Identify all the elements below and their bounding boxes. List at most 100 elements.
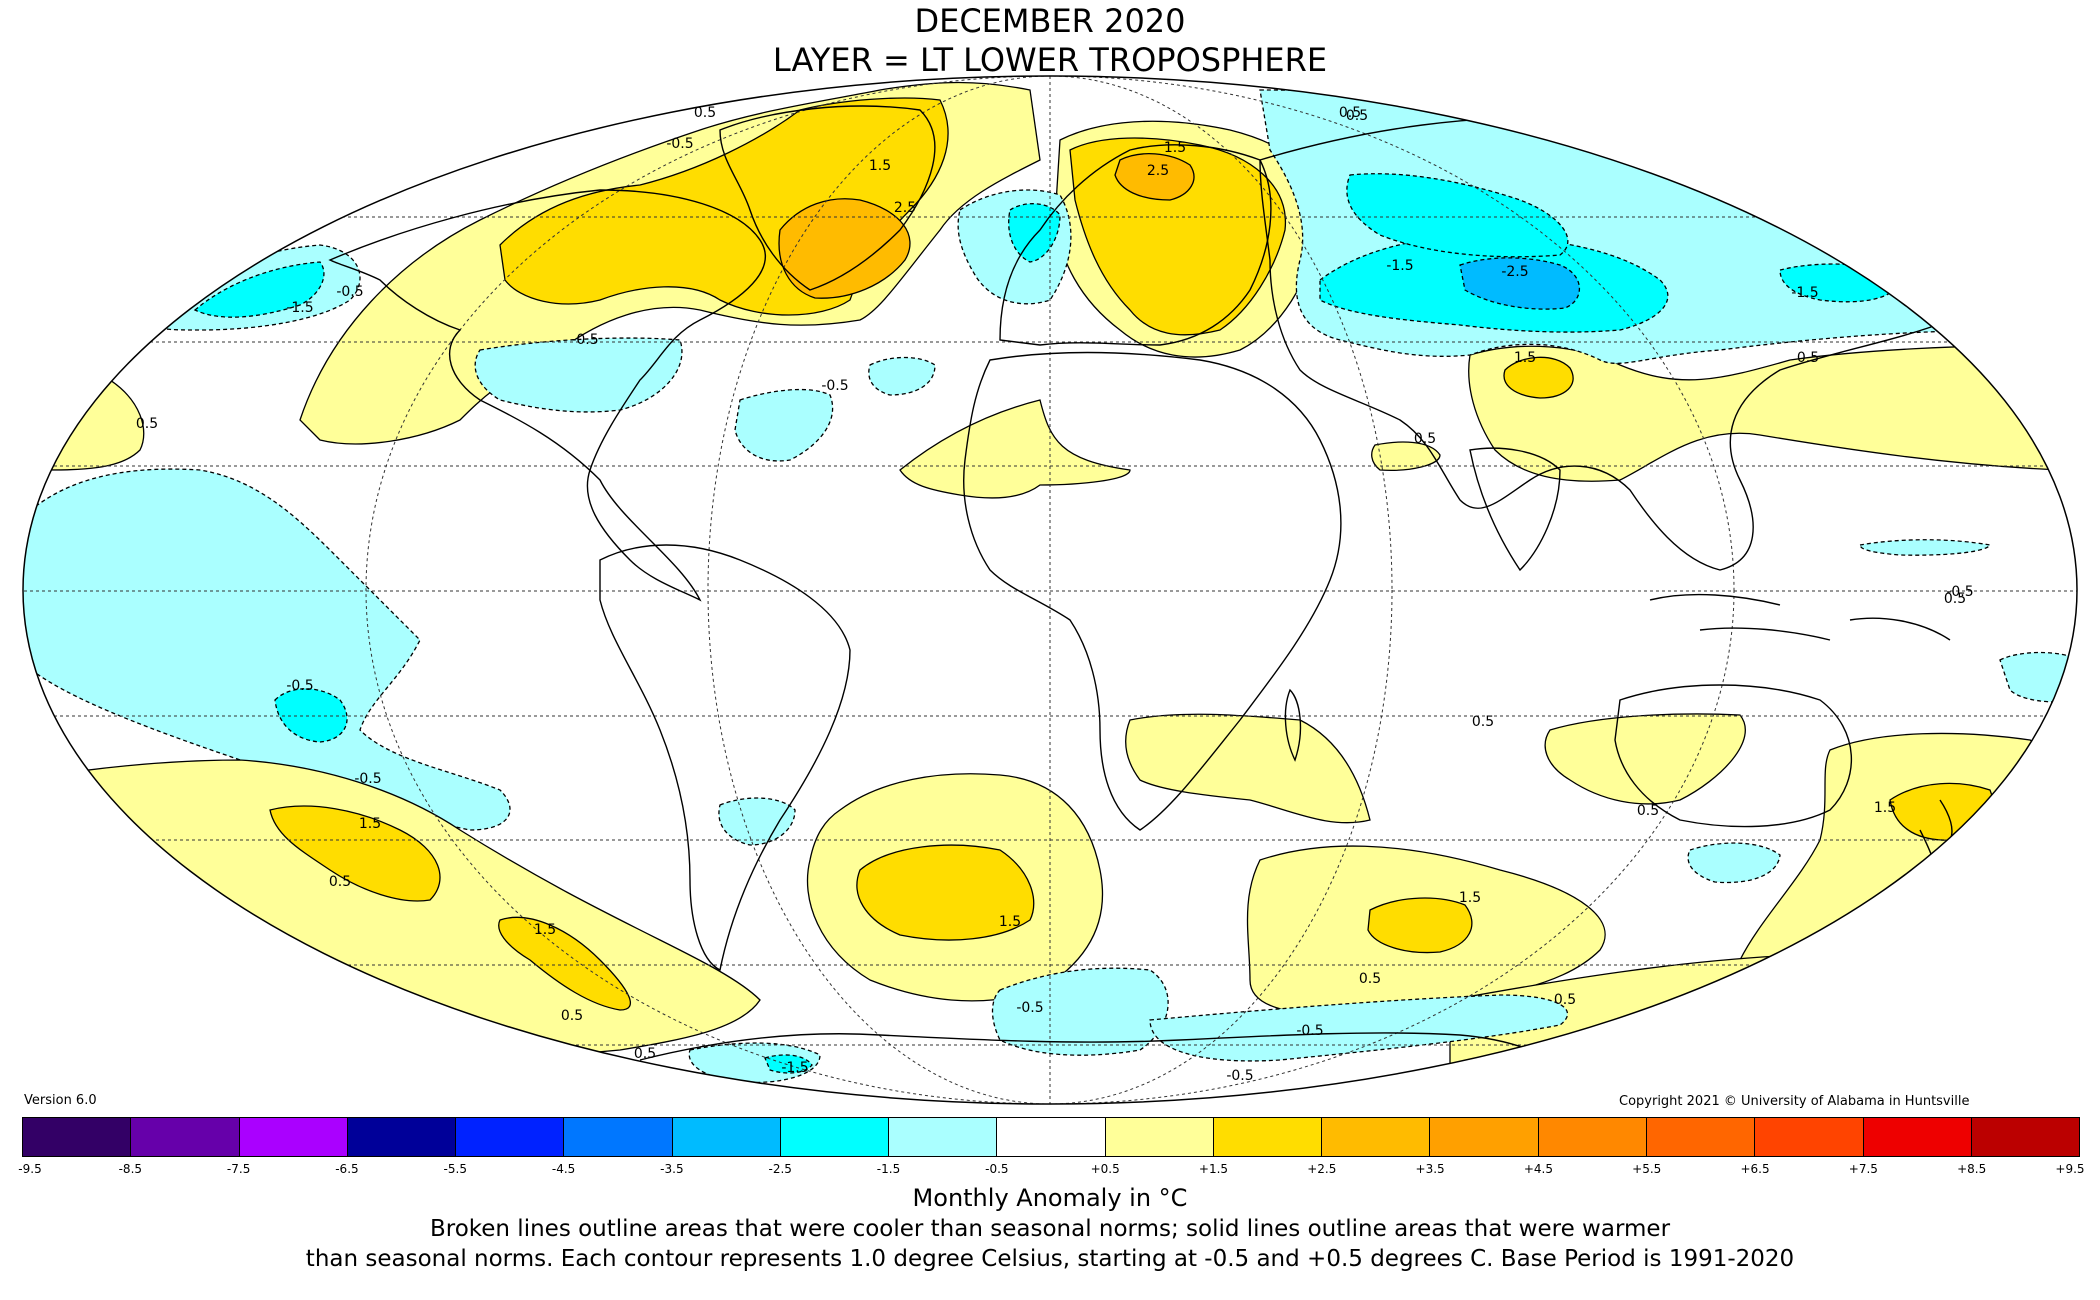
colorbar-tick-label: -0.5 xyxy=(985,1162,1009,1176)
australia-outline xyxy=(1614,684,1852,828)
anomaly-region-atlantic-cool xyxy=(734,388,834,462)
colorbar-segment xyxy=(23,1118,132,1156)
map-border xyxy=(22,75,2078,1105)
caption-line-1: Broken lines outline areas that were coo… xyxy=(429,1216,1671,1242)
anomaly-region-sahara-warm xyxy=(899,399,1131,499)
contour-label: 0.5 xyxy=(561,1008,583,1024)
contour-label: -1.5 xyxy=(1791,285,1818,301)
colorbar-tick-label: -7.5 xyxy=(226,1162,251,1176)
contour-label: 0.5 xyxy=(1414,431,1436,447)
anomaly-region-ross-colder xyxy=(764,1054,813,1074)
contour-label: -1.5 xyxy=(1386,258,1413,274)
colorbar-segment xyxy=(456,1118,565,1156)
contour-label: -0.5 xyxy=(571,332,598,348)
colorbar-segment xyxy=(564,1118,673,1156)
contour-label: 0.5 xyxy=(1637,803,1659,819)
contour-label: 0.5 xyxy=(1472,714,1494,730)
contour-label: 0.5 xyxy=(634,1046,656,1062)
contour-label: -0.5 xyxy=(1946,584,1973,600)
map-subtitle: LAYER = LT LOWER TROPOSPHERE xyxy=(772,41,1328,79)
colorbar-segment xyxy=(672,1118,781,1156)
anomaly-region-antarctic-cool xyxy=(991,967,1169,1056)
anomaly-region-south-atlantic-warmer xyxy=(856,844,1035,941)
colorbar-segment xyxy=(1213,1118,1323,1156)
contour-label: -0.5 xyxy=(1226,1068,1253,1084)
colorbar-tick-label: +4.5 xyxy=(1523,1162,1553,1176)
colorbar-tick-label: -6.5 xyxy=(335,1162,359,1176)
contour-label: -2.5 xyxy=(1501,264,1528,280)
contour-label: 0.5 xyxy=(1797,350,1819,366)
contour-label: 1.5 xyxy=(1514,350,1536,366)
anomaly-region-south-pacific-warmer xyxy=(269,805,441,902)
anomaly-region-tropical-pacific-colder xyxy=(274,688,348,743)
contour-label: 1.5 xyxy=(869,158,891,174)
colorbar-tick-label: +2.5 xyxy=(1307,1162,1337,1176)
anomaly-region-iceland-cool xyxy=(1008,203,1061,263)
anomaly-region-north-pacific-colder xyxy=(193,261,325,318)
copyright-label: Copyright 2021 © University of Alabama i… xyxy=(1619,1094,1970,1109)
indonesia-outline xyxy=(1649,593,1951,641)
colorbar-tick-label: +3.5 xyxy=(1415,1162,1445,1176)
anomaly-region-us-cool xyxy=(474,337,683,413)
anomaly-region-australia-south-warm xyxy=(1544,713,1746,805)
contour-label: -0.5 xyxy=(821,378,848,394)
colorbar-tick-label: -4.5 xyxy=(551,1162,576,1176)
anomaly-region-asia-warm xyxy=(1468,344,2061,482)
colorbar-segment xyxy=(1755,1118,1864,1156)
contour-label: 0.5 xyxy=(1339,105,1361,121)
colorbar-segment xyxy=(997,1118,1106,1156)
colorbar-tick-label: -2.5 xyxy=(768,1162,792,1176)
contour-label: 1.5 xyxy=(359,816,381,832)
colorbar-segment xyxy=(1105,1118,1214,1156)
colorbar-tick-label: +7.5 xyxy=(1848,1162,1878,1176)
colorbar-segment xyxy=(1863,1118,1972,1156)
contour-label: -0.5 xyxy=(286,678,313,694)
contour-label: 0.5 xyxy=(1346,108,1368,124)
anomaly-region-new-zealand-cool xyxy=(1687,842,1781,884)
contour-label: -0.5 xyxy=(354,771,381,787)
contour-label: 0.5 xyxy=(329,874,351,890)
india-outline xyxy=(1469,447,1561,572)
map-title: DECEMBER 2020 xyxy=(914,2,1186,40)
anomaly-region-south-africa-warm xyxy=(1125,713,1371,824)
colorbar-tick-label: +6.5 xyxy=(1740,1162,1770,1176)
anomaly-region-tibet-warmer xyxy=(1503,356,1574,399)
contour-label: 1.5 xyxy=(1164,140,1186,156)
contour-label: 2.5 xyxy=(1147,163,1169,179)
anomaly-region-la-plata-cool xyxy=(718,797,796,846)
colorbar-segment xyxy=(131,1118,240,1156)
anomaly-region-drake-warmer xyxy=(498,916,631,1011)
contour-label: 2.5 xyxy=(894,200,916,216)
contour-label: 0.5 xyxy=(694,105,716,121)
contour-label: 1.5 xyxy=(534,922,556,938)
contour-label: -0.5 xyxy=(1296,1023,1323,1039)
contour-label: -1.5 xyxy=(781,1060,808,1076)
colorbar-tick-label: +8.5 xyxy=(1957,1162,1987,1176)
anomaly-region-arctic-siberia-colder xyxy=(1346,173,1569,258)
anomaly-region-mid-atlantic-cool xyxy=(868,356,936,396)
colorbar-tick-label: +0.5 xyxy=(1090,1162,1120,1176)
anomaly-map: 0.5 -0.5 1.5 2.5 -1.5 -0.5 2.5 1.5 -1.5 … xyxy=(22,75,2078,1105)
contour-labels: 0.5 -0.5 1.5 2.5 -1.5 -0.5 2.5 1.5 -1.5 … xyxy=(136,105,1974,1084)
contour-label: 0.5 xyxy=(1554,992,1576,1008)
colorbar-segment xyxy=(780,1118,890,1156)
colorbar-segment xyxy=(239,1118,348,1156)
anomaly-region-kazakhstan-coldest xyxy=(1459,257,1581,310)
colorbar-segment xyxy=(1322,1118,1431,1156)
antarctica-outline xyxy=(639,1032,1581,1081)
anomaly-region-labrador-hot xyxy=(778,198,911,299)
contour-label: 0.5 xyxy=(1359,971,1381,987)
contour-label: 0.5 xyxy=(1944,591,1966,607)
contour-label: 1.5 xyxy=(1874,800,1896,816)
anomaly-region-indian-warmer xyxy=(1367,897,1473,954)
contour-label: -1.5 xyxy=(286,300,313,316)
africa-outline xyxy=(963,351,1342,831)
anomaly-region-tropical-pacific-cool xyxy=(23,468,511,831)
colorbar-tick-label: -1.5 xyxy=(876,1162,901,1176)
colorbar-tick-label: -3.5 xyxy=(660,1162,684,1176)
contour-label: 1.5 xyxy=(999,914,1021,930)
colorbar-segment xyxy=(347,1118,457,1156)
colorbar-tick-label: -9.5 xyxy=(18,1162,42,1176)
colorbar-tick-label: +9.5 xyxy=(2055,1162,2085,1176)
colorbar-tick-label: +5.5 xyxy=(1632,1162,1662,1176)
